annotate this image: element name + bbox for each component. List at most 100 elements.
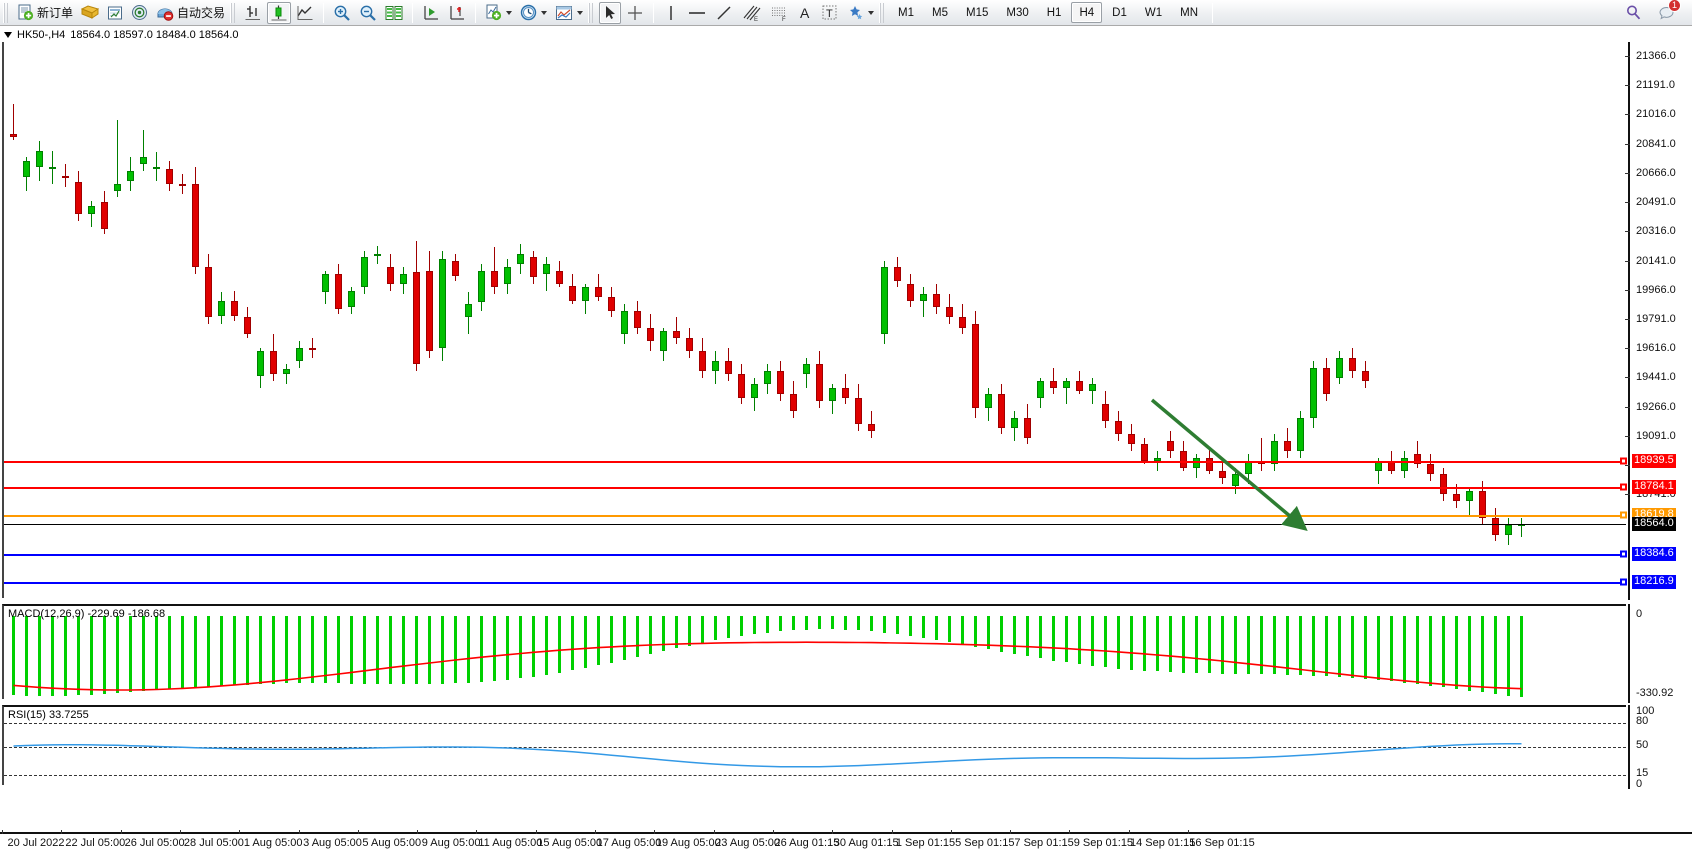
time-axis-label: 1 Sep 01:15 <box>895 837 956 849</box>
templates-icon <box>556 5 573 20</box>
timeframe-m1[interactable]: M1 <box>898 6 915 19</box>
macd-histogram-bar <box>324 616 327 684</box>
text-label-button[interactable]: T <box>818 2 841 24</box>
level-line-current-price[interactable] <box>4 523 1626 525</box>
timeframe-w1[interactable]: W1 <box>1144 6 1163 19</box>
indicators-dropdown-caret[interactable] <box>506 10 513 15</box>
market-watch-button[interactable] <box>104 2 126 24</box>
time-axis-tick <box>595 830 596 834</box>
level-line-resistance-1[interactable] <box>4 461 1626 464</box>
periods-dropdown-caret[interactable] <box>541 10 548 15</box>
price-badge-current-price[interactable]: 18564.0 <box>1632 516 1676 531</box>
indicators-button[interactable] <box>482 2 515 24</box>
line-chart-button[interactable] <box>293 2 317 24</box>
rsi-axis[interactable]: 100 80 50 15 0 <box>1628 705 1692 790</box>
level-line-entry[interactable] <box>4 514 1626 517</box>
horizontal-line-button[interactable] <box>684 2 710 24</box>
candle-body <box>296 347 303 361</box>
bar-chart-button[interactable] <box>241 2 265 24</box>
chart-canvas-area[interactable]: MACD(12,26,9) -229.69 -186.68 RSI(15) 33… <box>0 42 1692 832</box>
toolbar-grip-2[interactable] <box>230 2 238 23</box>
candle-body <box>1037 380 1044 398</box>
rsi-indicator-label: RSI(15) 33.7255 <box>8 709 89 721</box>
periods-button[interactable] <box>517 2 550 24</box>
time-axis-label: 9 Aug 05:00 <box>421 837 481 849</box>
level-handle-support-1[interactable] <box>1620 550 1627 558</box>
search-button[interactable] <box>1622 2 1645 24</box>
new-order-button[interactable]: 新订单 <box>14 2 76 24</box>
timeframe-m30[interactable]: M30 <box>1006 6 1029 19</box>
price-badge-resistance-2[interactable]: 18784.1 <box>1632 480 1676 495</box>
candlestick-chart-button[interactable] <box>267 1 292 24</box>
price-axis[interactable]: 21366.0 21191.0 21016.0 20841.0 20666.0 20491… <box>1625 42 1692 600</box>
autotrading-button[interactable]: 自动交易 <box>153 2 228 24</box>
timeframe-h4[interactable]: H4 <box>1071 2 1103 23</box>
macd-axis[interactable]: 0 -330.92 <box>1628 604 1692 703</box>
cursor-button[interactable] <box>599 1 622 24</box>
zoom-out-button[interactable] <box>356 2 380 24</box>
cursor-icon <box>606 6 616 19</box>
candle-body <box>621 310 628 335</box>
macd-histogram-bar <box>389 616 392 684</box>
candle-wick <box>143 130 144 171</box>
navigator-button[interactable] <box>128 2 151 24</box>
fibonacci-button[interactable]: F <box>766 2 792 24</box>
level-handle-support-2[interactable] <box>1620 578 1627 586</box>
equidistant-channel-button[interactable]: E <box>738 2 764 24</box>
level-line-resistance-2[interactable] <box>4 487 1626 490</box>
price-axis-label: 19441.0 <box>1636 371 1676 384</box>
level-handle-entry[interactable] <box>1620 511 1627 519</box>
toolbar-separator-5 <box>1212 2 1213 23</box>
macd-histogram-bar <box>506 616 509 680</box>
zoom-in-button[interactable] <box>330 2 354 24</box>
price-axis-label: 19966.0 <box>1636 283 1676 296</box>
time-axis-tick <box>535 830 537 834</box>
auto-scroll-button[interactable] <box>419 2 443 24</box>
macd-histogram-bar <box>1013 616 1016 654</box>
trendline-button[interactable] <box>712 2 736 24</box>
candle-body <box>725 360 732 375</box>
timeframe-h1[interactable]: H1 <box>1046 6 1062 19</box>
macd-pane[interactable]: MACD(12,26,9) -229.69 -186.68 <box>2 604 1626 699</box>
toolbar-grip-1[interactable] <box>3 2 10 23</box>
timeframe-m15[interactable]: M15 <box>966 6 989 19</box>
price-badge-support-1[interactable]: 18384.6 <box>1632 546 1676 561</box>
level-line-support-2[interactable] <box>4 581 1626 584</box>
macd-histogram-bar <box>948 616 951 643</box>
chat-button[interactable]: 1 <box>1655 0 1681 24</box>
price-pane[interactable] <box>2 42 1627 598</box>
vertical-line-button[interactable] <box>660 2 682 24</box>
time-axis[interactable]: 20 Jul 2022 22 Jul 05:00 26 Jul 05:00 28 Ju… <box>0 830 1692 852</box>
level-handle-resistance-2[interactable] <box>1620 483 1627 491</box>
timeframe-d1[interactable]: D1 <box>1112 6 1127 19</box>
macd-histogram-bar <box>701 616 704 643</box>
rsi-axis-label: 15 <box>1636 767 1649 779</box>
text-label-icon: T <box>822 5 837 20</box>
candle-body <box>959 317 966 328</box>
candle-body <box>1076 380 1083 391</box>
candle-body <box>1323 367 1330 395</box>
macd-histogram-bar <box>51 616 54 696</box>
text-button[interactable]: A <box>794 2 816 24</box>
rsi-pane[interactable]: RSI(15) 33.7255 <box>2 705 1626 785</box>
templates-button[interactable] <box>552 2 586 24</box>
level-handle-resistance-1[interactable] <box>1620 457 1627 465</box>
templates-dropdown-caret[interactable] <box>577 10 584 15</box>
toolbar-grip-3[interactable] <box>588 2 596 23</box>
profiles-button[interactable] <box>78 2 102 24</box>
candle-body <box>1336 357 1343 378</box>
crosshair-button[interactable] <box>623 2 647 24</box>
data-window-button[interactable] <box>382 2 406 24</box>
candle-body <box>1297 417 1304 452</box>
level-line-support-1[interactable] <box>4 553 1626 556</box>
chart-shift-button[interactable] <box>445 2 469 24</box>
price-badge-support-2[interactable]: 18216.9 <box>1632 574 1676 589</box>
shapes-dropdown-caret[interactable] <box>868 10 875 15</box>
timeframe-m5[interactable]: M5 <box>932 6 948 19</box>
toolbar-separator-2 <box>412 2 414 23</box>
shapes-button[interactable] <box>843 2 877 24</box>
price-badge-resistance-1[interactable]: 18939.5 <box>1632 454 1676 469</box>
chart-menu-caret-icon[interactable] <box>4 31 12 38</box>
toolbar-grip-4[interactable] <box>879 2 887 23</box>
timeframe-mn[interactable]: MN <box>1180 6 1198 19</box>
